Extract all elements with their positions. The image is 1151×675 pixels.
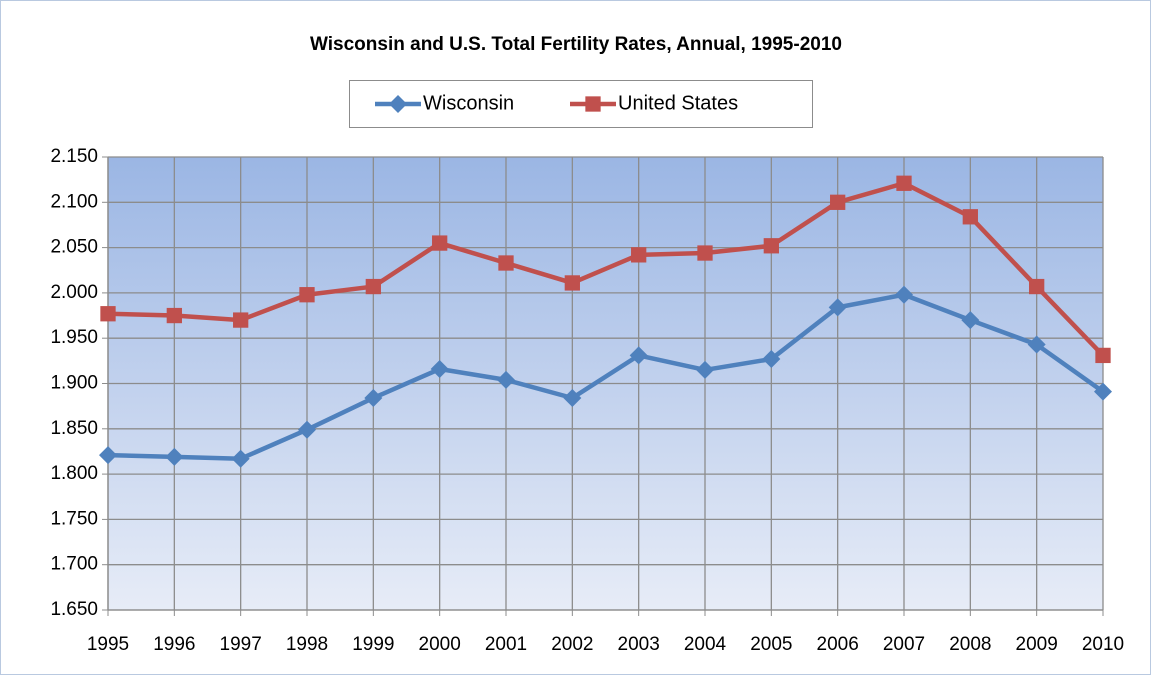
- marker: [830, 194, 846, 210]
- x-tick-label: 2000: [419, 634, 461, 655]
- marker: [298, 420, 316, 439]
- marker: [498, 255, 514, 271]
- marker: [166, 307, 182, 324]
- marker: [696, 360, 714, 379]
- x-tick-label: 1999: [352, 634, 394, 655]
- marker: [1094, 382, 1112, 401]
- y-tick-label: 2.100: [50, 191, 98, 212]
- marker: [1095, 347, 1111, 364]
- marker: [563, 388, 582, 407]
- marker: [99, 446, 117, 465]
- legend-label: United States: [618, 92, 738, 114]
- marker: [1029, 278, 1045, 295]
- series-line: [107, 181, 1105, 357]
- x-tick-label: 2008: [949, 634, 991, 655]
- marker: [100, 306, 116, 322]
- legend-label: Wisconsin: [423, 92, 514, 114]
- y-tick-label: 2.050: [50, 237, 98, 258]
- marker: [299, 287, 315, 303]
- x-tick-label: 2007: [883, 634, 925, 655]
- y-tick-label: 1.900: [50, 373, 98, 394]
- y-tick-label: 1.850: [50, 418, 98, 439]
- y-tick-label: 2.150: [50, 146, 98, 167]
- marker: [896, 175, 912, 191]
- marker: [895, 285, 913, 304]
- marker: [631, 247, 647, 263]
- chart-title: Wisconsin and U.S. Total Fertility Rates…: [310, 34, 842, 55]
- x-tick-label: 1996: [153, 634, 195, 655]
- marker: [763, 238, 779, 254]
- y-tick-label: 1.650: [50, 599, 98, 620]
- x-tick-label: 1995: [87, 634, 129, 655]
- x-tick-label: 2006: [817, 634, 859, 655]
- x-tick-label: 2004: [684, 634, 727, 655]
- marker: [389, 95, 407, 113]
- marker: [697, 245, 713, 261]
- marker: [828, 298, 847, 317]
- marker: [1027, 335, 1046, 354]
- series-line: [107, 292, 1105, 461]
- x-tick-label: 1998: [286, 634, 328, 655]
- marker: [961, 311, 980, 330]
- marker: [962, 209, 978, 225]
- marker: [365, 278, 381, 295]
- marker: [585, 96, 601, 112]
- x-tick-label: 2005: [750, 634, 792, 655]
- y-tick-label: 1.750: [50, 508, 98, 529]
- marker: [165, 447, 184, 466]
- y-tick-label: 2.000: [50, 282, 98, 303]
- marker: [564, 275, 580, 291]
- marker: [432, 235, 448, 251]
- x-tick-label: 2002: [551, 634, 593, 655]
- marker: [231, 449, 250, 468]
- marker: [762, 350, 781, 369]
- marker: [233, 312, 249, 328]
- marker: [629, 346, 648, 365]
- x-tick-label: 2003: [618, 634, 660, 655]
- y-tick-label: 1.950: [50, 327, 98, 348]
- marker: [430, 360, 449, 379]
- marker: [497, 370, 515, 389]
- x-tick-label: 2001: [485, 634, 527, 655]
- y-tick-label: 1.800: [50, 463, 98, 484]
- x-tick-label: 2009: [1016, 634, 1058, 655]
- x-tick-label: 1997: [220, 634, 262, 655]
- y-tick-label: 1.700: [50, 554, 98, 575]
- marker: [364, 388, 383, 407]
- x-tick-label: 2010: [1082, 634, 1124, 655]
